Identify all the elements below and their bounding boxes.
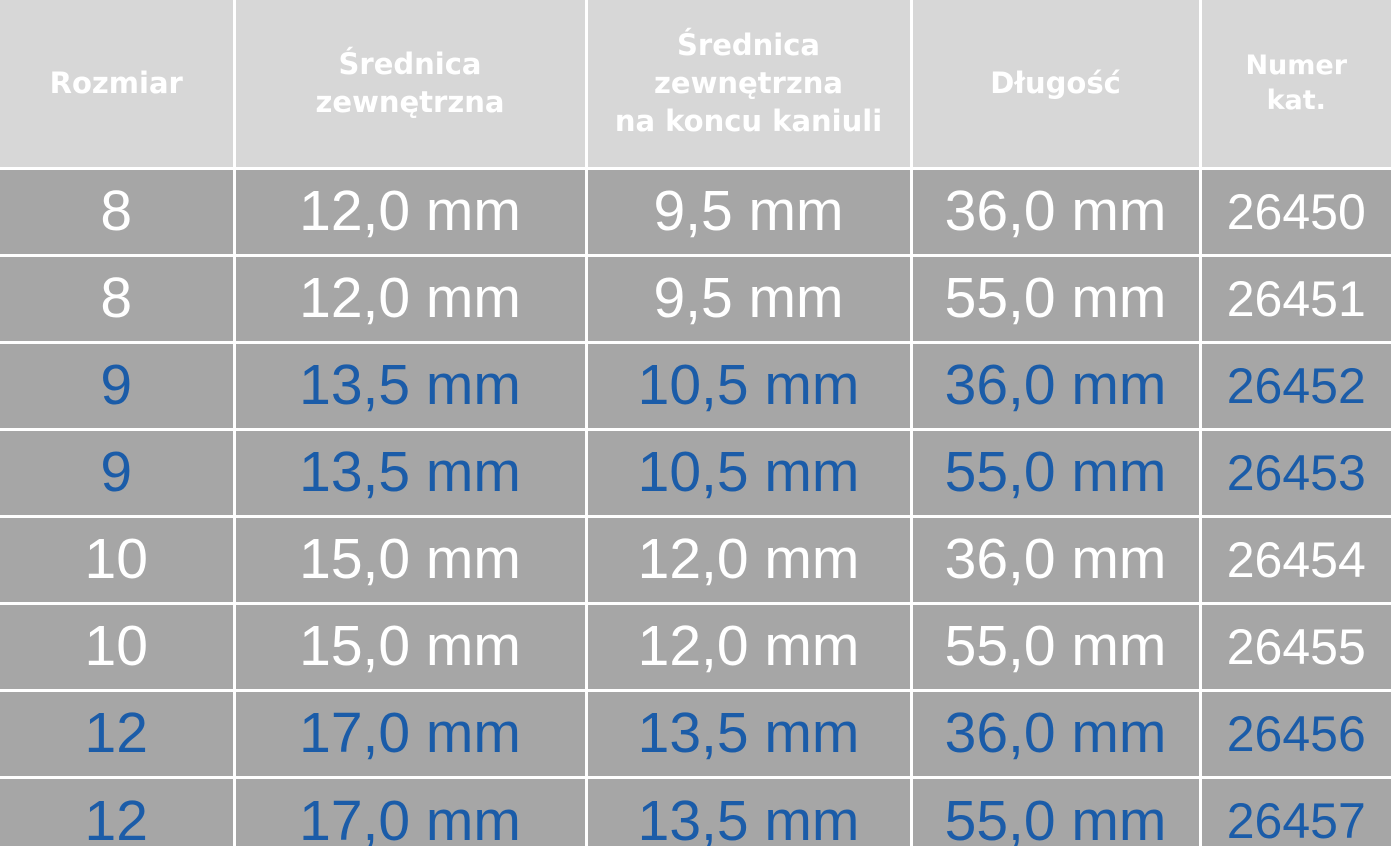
cell-catalog-number: 26455 <box>1200 603 1391 692</box>
cell-catalog-number: 26457 <box>1200 777 1391 846</box>
cell-size: 12 <box>0 777 236 846</box>
cell-size: 10 <box>0 516 236 605</box>
cell-catalog-number: 26453 <box>1200 429 1391 518</box>
cell-outer-diameter-at-tip: 13,5 mm <box>586 777 913 846</box>
column-header-outer-diameter: Średnica zewnętrzna <box>234 0 588 170</box>
cell-outer-diameter-at-tip: 12,0 mm <box>586 516 913 605</box>
cell-catalog-number: 26450 <box>1200 168 1391 257</box>
cell-outer-diameter-at-tip: 9,5 mm <box>586 255 913 344</box>
column-header-size-line-1: Rozmiar <box>49 66 183 101</box>
column-header-outer-diameter-line-2: zewnętrzna <box>315 85 505 120</box>
table-row: 9 13,5 mm 10,5 mm 36,0 mm 26452 <box>0 342 1391 431</box>
table-row: 8 12,0 mm 9,5 mm 36,0 mm 26450 <box>0 168 1391 257</box>
cell-outer-diameter: 17,0 mm <box>234 690 588 779</box>
cell-outer-diameter: 15,0 mm <box>234 516 588 605</box>
cell-size: 8 <box>0 255 236 344</box>
column-header-tip-line-3: na koncu kaniuli <box>614 104 883 139</box>
table-row: 12 17,0 mm 13,5 mm 36,0 mm 26456 <box>0 690 1391 779</box>
cell-catalog-number: 26454 <box>1200 516 1391 605</box>
column-header-outer-diameter-at-cannula-tip: Średnica zewnętrzna na koncu kaniuli <box>586 0 913 170</box>
cell-size: 9 <box>0 342 236 431</box>
column-header-length-line-1: Długość <box>990 66 1121 101</box>
cell-length: 55,0 mm <box>911 255 1202 344</box>
column-header-tip-line-2: zewnętrzna <box>654 66 843 101</box>
cell-outer-diameter: 15,0 mm <box>234 603 588 692</box>
cell-outer-diameter-at-tip: 12,0 mm <box>586 603 913 692</box>
cell-size: 8 <box>0 168 236 257</box>
column-header-catalog-line-1: Numer <box>1245 49 1348 81</box>
cell-outer-diameter: 12,0 mm <box>234 168 588 257</box>
cell-catalog-number: 26451 <box>1200 255 1391 344</box>
column-header-catalog-number: Numer kat. <box>1200 0 1391 170</box>
cell-length: 55,0 mm <box>911 777 1202 846</box>
cell-outer-diameter-at-tip: 10,5 mm <box>586 429 913 518</box>
table-row: 12 17,0 mm 13,5 mm 55,0 mm 26457 <box>0 777 1391 846</box>
cell-outer-diameter: 13,5 mm <box>234 342 588 431</box>
header-row: Rozmiar Średnica zewnętrzna Średnica zew… <box>0 0 1391 170</box>
cell-outer-diameter: 12,0 mm <box>234 255 588 344</box>
table-body: 8 12,0 mm 9,5 mm 36,0 mm 26450 8 12,0 mm 9,5 mm… <box>0 168 1391 846</box>
cell-length: 55,0 mm <box>911 603 1202 692</box>
cell-outer-diameter-at-tip: 9,5 mm <box>586 168 913 257</box>
cell-outer-diameter: 17,0 mm <box>234 777 588 846</box>
cell-length: 55,0 mm <box>911 429 1202 518</box>
table-row: 10 15,0 mm 12,0 mm 36,0 mm 26454 <box>0 516 1391 605</box>
column-header-catalog-line-2: kat. <box>1266 85 1326 117</box>
cell-length: 36,0 mm <box>911 168 1202 257</box>
cell-size: 10 <box>0 603 236 692</box>
cell-outer-diameter-at-tip: 13,5 mm <box>586 690 913 779</box>
column-header-size: Rozmiar <box>0 0 236 170</box>
table-row: 10 15,0 mm 12,0 mm 55,0 mm 26455 <box>0 603 1391 692</box>
cell-outer-diameter: 13,5 mm <box>234 429 588 518</box>
table-header: Rozmiar Średnica zewnętrzna Średnica zew… <box>0 0 1391 170</box>
table-row: 9 13,5 mm 10,5 mm 55,0 mm 26453 <box>0 429 1391 518</box>
cell-size: 9 <box>0 429 236 518</box>
cell-length: 36,0 mm <box>911 342 1202 431</box>
cell-size: 12 <box>0 690 236 779</box>
cell-outer-diameter-at-tip: 10,5 mm <box>586 342 913 431</box>
cell-catalog-number: 26456 <box>1200 690 1391 779</box>
column-header-outer-diameter-line-1: Średnica <box>338 46 482 81</box>
column-header-tip-line-1: Średnica <box>677 27 820 62</box>
column-header-length: Długość <box>911 0 1202 170</box>
cell-length: 36,0 mm <box>911 690 1202 779</box>
cell-catalog-number: 26452 <box>1200 342 1391 431</box>
cell-length: 36,0 mm <box>911 516 1202 605</box>
table-row: 8 12,0 mm 9,5 mm 55,0 mm 26451 <box>0 255 1391 344</box>
